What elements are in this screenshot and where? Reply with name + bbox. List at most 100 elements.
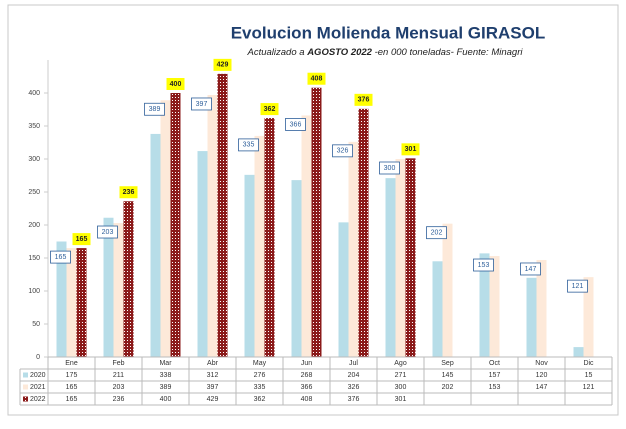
data-label: 326	[337, 148, 349, 155]
y-tick-label: 100	[28, 288, 40, 295]
chart-subtitle: Actualizado a AGOSTO 2022 -en 000 tonela…	[247, 47, 524, 58]
bar	[150, 133, 161, 357]
y-tick-label: 300	[28, 156, 40, 163]
data-label-box	[119, 186, 138, 199]
table-cell: 366	[301, 384, 313, 391]
y-tick-label: 50	[32, 321, 40, 328]
bar	[348, 141, 359, 357]
bar	[123, 201, 134, 357]
bar	[338, 222, 349, 357]
y-tick-label: 150	[28, 255, 40, 262]
x-tick-label: Ago	[394, 360, 407, 367]
legend-swatch	[23, 396, 28, 402]
data-label: 400	[170, 81, 182, 88]
bar	[526, 277, 537, 357]
data-label-box	[401, 143, 420, 156]
y-tick-label: 350	[28, 123, 40, 130]
table-cell: 362	[254, 396, 266, 403]
data-label: 153	[478, 262, 490, 269]
data-label: 203	[102, 229, 114, 236]
table-cell: 211	[113, 372, 124, 379]
bar	[113, 223, 124, 357]
data-label-box	[72, 233, 91, 246]
table-cell: 165	[66, 384, 78, 391]
bar	[160, 100, 171, 357]
table-cell: 165	[66, 396, 78, 403]
x-tick-label: Ene	[65, 360, 78, 367]
data-label-box	[473, 258, 494, 272]
data-label-box	[260, 103, 279, 116]
table-cell: 203	[113, 384, 125, 391]
x-tick-label: Abr	[207, 360, 219, 367]
bar	[583, 277, 594, 357]
table-cell: 236	[113, 396, 125, 403]
data-label-box	[285, 118, 306, 131]
bar	[197, 151, 208, 357]
bar	[244, 174, 255, 357]
y-tick-label: 400	[28, 90, 40, 97]
bar	[217, 73, 228, 358]
data-label: 335	[243, 142, 255, 149]
bar	[385, 178, 396, 357]
data-label: 389	[149, 106, 161, 113]
bar	[479, 253, 490, 357]
data-label-box	[426, 226, 447, 240]
data-label: 147	[525, 266, 537, 273]
data-label-box	[213, 58, 232, 71]
table-cell: 204	[348, 372, 360, 379]
y-tick-label: 250	[28, 189, 40, 196]
x-tick-label: Dic	[583, 360, 594, 367]
bar	[56, 241, 67, 357]
bar	[66, 248, 77, 357]
table-cell: 120	[536, 372, 548, 379]
table-cell: 271	[395, 372, 407, 379]
data-label-box	[191, 97, 212, 111]
legend-swatch	[23, 384, 28, 390]
x-tick-label: Jun	[301, 360, 312, 367]
bar	[170, 93, 181, 357]
data-label: 202	[431, 230, 443, 237]
data-label: 376	[358, 97, 370, 104]
data-label: 429	[217, 62, 229, 69]
data-label-box	[166, 78, 185, 90]
subtitle-part: -en 000 toneladas- Fuente: Minagri	[372, 47, 523, 58]
chart-title: Evolucion Molienda Mensual GIRASOL	[231, 23, 546, 42]
data-label: 236	[123, 189, 135, 196]
table-cell: 300	[395, 384, 407, 391]
bar	[405, 158, 416, 357]
data-label-box	[50, 250, 71, 264]
subtitle-part: AGOSTO 2022	[306, 47, 372, 58]
x-tick-label: Nov	[535, 360, 548, 367]
table-cell: 301	[395, 396, 407, 403]
table-cell: 335	[254, 384, 266, 391]
data-label-box	[307, 72, 326, 85]
table-cell: 326	[348, 384, 360, 391]
bar	[489, 256, 500, 357]
bar	[573, 347, 584, 357]
bar	[358, 108, 369, 357]
data-label-box	[379, 161, 400, 175]
y-tick-label: 200	[28, 222, 40, 229]
table-cell: 202	[442, 384, 454, 391]
data-label-box	[97, 225, 118, 239]
table-cell: 429	[207, 396, 219, 403]
data-label-box	[332, 144, 353, 158]
x-tick-label: Oct	[489, 360, 500, 367]
data-label: 165	[76, 236, 88, 243]
data-label-box	[354, 93, 373, 106]
bar	[536, 259, 547, 357]
table-cell: 408	[301, 396, 313, 403]
bar	[311, 87, 322, 357]
table-cell: 338	[160, 372, 172, 379]
bar	[103, 217, 114, 357]
table-cell: 157	[489, 372, 501, 379]
legend-label: 2022	[30, 396, 46, 403]
table-cell: 147	[536, 384, 548, 391]
table-cell: 15	[585, 372, 593, 379]
table-cell: 312	[207, 372, 219, 379]
bar	[395, 159, 406, 357]
table-cell: 400	[160, 396, 172, 403]
data-label: 165	[55, 254, 67, 261]
bar	[264, 118, 275, 357]
